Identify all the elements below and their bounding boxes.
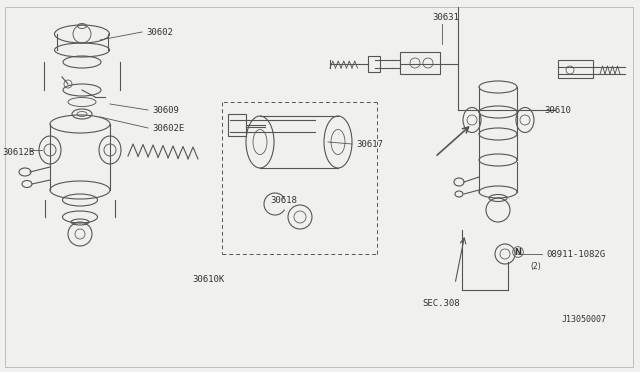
Text: 30609: 30609 [152,106,179,115]
Text: 30602: 30602 [146,28,173,36]
Bar [368,56,380,72]
Text: 08911-1082G: 08911-1082G [546,250,605,259]
Bar [400,52,440,74]
Bar [228,114,246,136]
Text: J13050007: J13050007 [562,315,607,324]
Text: N: N [515,247,522,257]
Text: 30602E: 30602E [152,124,184,132]
Text: (2): (2) [530,263,541,272]
Text: 30610: 30610 [544,106,571,115]
Bar [558,60,593,78]
Text: 30618: 30618 [270,196,297,205]
Text: SEC.308: SEC.308 [422,299,460,308]
Text: 30610K: 30610K [192,276,224,285]
Text: 30612B: 30612B [2,148,35,157]
Text: 30631: 30631 [432,13,459,22]
Text: 30617: 30617 [356,140,383,148]
